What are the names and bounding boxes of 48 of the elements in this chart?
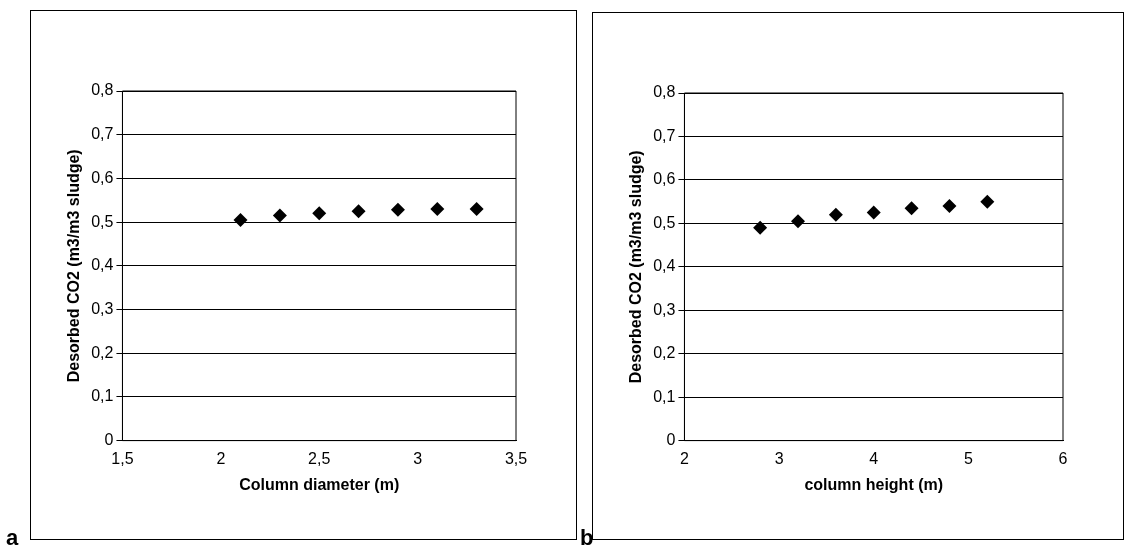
- point: [390, 202, 405, 217]
- y-tick-label: 0: [104, 431, 114, 449]
- point: [942, 198, 957, 213]
- point: [469, 201, 484, 216]
- y-tick-label: 0,5: [653, 213, 676, 231]
- text: a: [6, 525, 19, 549]
- point: [980, 194, 995, 209]
- x-tick-label: 5: [963, 449, 973, 467]
- y-tick-label: 0,1: [653, 387, 676, 405]
- point: [828, 207, 843, 222]
- point: [753, 220, 768, 235]
- x-tick-label: 2: [216, 449, 226, 467]
- point: [866, 205, 881, 220]
- x-tick-label: 3: [413, 449, 423, 467]
- x-tick-label: 2: [679, 449, 689, 467]
- y-tick-label: 0: [666, 431, 676, 449]
- point: [351, 204, 366, 219]
- y-tick-label: 0,6: [653, 170, 676, 188]
- y-axis-title: Desorbed CO2 (m3/m3 sludge): [627, 150, 645, 384]
- x-tick-label: 1,5: [111, 449, 134, 467]
- x-axis-title: Column diameter (m): [239, 475, 400, 493]
- y-tick-label: 0,6: [91, 168, 114, 186]
- y-tick-label: 0,8: [91, 81, 114, 99]
- x-tick-label: 4: [869, 449, 879, 467]
- y-tick-label: 0,3: [91, 299, 114, 317]
- text: b: [580, 525, 594, 549]
- y-tick-label: 0,5: [91, 212, 114, 230]
- x-tick-label: 6: [1058, 449, 1068, 467]
- point: [904, 201, 919, 216]
- y-tick-label: 0,1: [91, 387, 114, 405]
- point: [312, 206, 327, 221]
- y-tick-label: 0,4: [91, 256, 114, 274]
- y-tick-label: 0,8: [653, 83, 676, 101]
- y-tick-label: 0,7: [653, 126, 676, 144]
- y-tick-label: 0,2: [653, 344, 676, 362]
- point: [430, 201, 445, 216]
- x-tick-label: 3,5: [504, 449, 528, 467]
- y-tick-label: 0,4: [653, 257, 676, 275]
- point: [791, 214, 806, 229]
- x-tick-label: 2,5: [308, 449, 331, 467]
- x-tick-label: 3: [774, 449, 784, 467]
- y-tick-label: 0,3: [653, 300, 676, 318]
- point: [233, 212, 248, 227]
- y-axis-title: Desorbed CO2 (m3/m3 sludge): [65, 149, 83, 383]
- x-axis-title: column height (m): [804, 475, 944, 493]
- y-tick-label: 0,7: [91, 125, 114, 143]
- y-tick-label: 0,2: [91, 343, 114, 361]
- point: [272, 208, 287, 223]
